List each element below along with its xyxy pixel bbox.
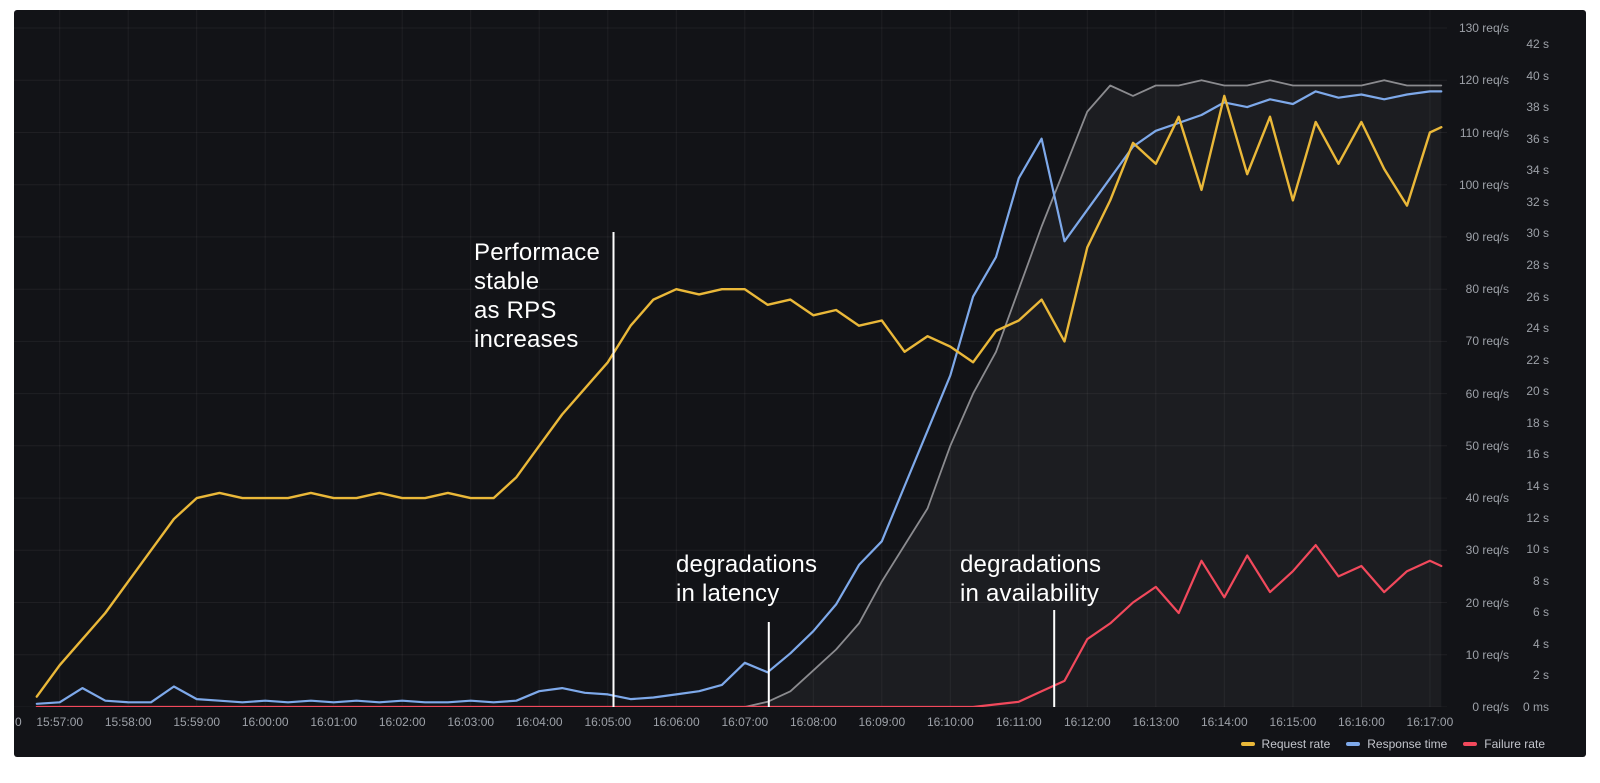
x-axis-tick-label: 16:04:00 bbox=[515, 715, 563, 729]
y-axis-seconds-tick-label: 24 s bbox=[1526, 321, 1549, 336]
y-axis-reqps-tick-label: 60 req/s bbox=[1465, 386, 1509, 401]
y-axis-reqps-tick-label: 80 req/s bbox=[1465, 282, 1509, 297]
x-axis-tick-label: 16:12:00 bbox=[1063, 715, 1111, 729]
y-axis-seconds-tick-label: 2 s bbox=[1532, 668, 1549, 683]
y-axis-seconds-tick-label: 36 s bbox=[1526, 131, 1549, 146]
y-axis-reqps-tick-label: 120 req/s bbox=[1458, 73, 1509, 88]
x-axis-tick-label: 16:10:00 bbox=[926, 715, 974, 729]
series-line-unlabeled-gray-area bbox=[35, 79, 1443, 707]
y-axis-seconds-tick-label: 16 s bbox=[1526, 447, 1549, 462]
y-axis-seconds-tick-label: 20 s bbox=[1526, 384, 1549, 399]
x-axis-tick-label: 16:08:00 bbox=[789, 715, 837, 729]
annotation-text-1: Performace stable as RPS increases bbox=[474, 238, 600, 354]
x-axis-tick-label: 15:58:00 bbox=[104, 715, 152, 729]
annotation-text-2: degradations in latency bbox=[676, 550, 817, 608]
x-axis-tick-label: 16:01:00 bbox=[310, 715, 358, 729]
x-axis-tick-label: 16:17:00 bbox=[1406, 715, 1454, 729]
x-axis-tick-label: 16:06:00 bbox=[652, 715, 700, 729]
y-axis-reqps-tick-label: 110 req/s bbox=[1459, 125, 1509, 140]
annotation-text-3: degradations in availability bbox=[960, 550, 1101, 608]
annotation-text-line: as RPS bbox=[474, 297, 557, 324]
legend-label-response-time: Response time bbox=[1367, 737, 1448, 751]
x-axis-tick-label: 16:16:00 bbox=[1338, 715, 1385, 729]
legend-item-request-rate[interactable]: Request rate bbox=[1240, 737, 1331, 751]
y-axis-seconds-tick-label: 14 s bbox=[1526, 479, 1549, 493]
y-axis-seconds-tick-label: 22 s bbox=[1526, 352, 1549, 367]
legend-label-request-rate: Request rate bbox=[1261, 737, 1331, 751]
y-axis-seconds-tick-label: 30 s bbox=[1526, 226, 1549, 241]
y-axis-seconds-tick-label: 4 s bbox=[1532, 636, 1549, 651]
x-axis-tick-label: 15:57:00 bbox=[36, 715, 84, 729]
annotation-text-line: degradations bbox=[960, 551, 1102, 578]
annotation-text-line: Performace bbox=[474, 239, 601, 266]
y-axis-reqps-tick-label: 10 req/s bbox=[1465, 647, 1509, 662]
x-axis-tick-label: 16:00:00 bbox=[241, 715, 289, 729]
y-axis-seconds-tick-label: 0 ms bbox=[1522, 700, 1549, 714]
chart-panel: Performace stable as RPS increases degradati… bbox=[14, 10, 1586, 757]
legend-item-failure-rate[interactable]: Failure rate bbox=[1463, 737, 1545, 751]
series-line-response-time bbox=[35, 90, 1443, 705]
y-axis-reqps-tick-label: 100 req/s bbox=[1458, 177, 1509, 192]
y-axis-seconds-tick-label: 34 s bbox=[1526, 163, 1549, 178]
annotation-text-line: in availability bbox=[960, 580, 1100, 607]
legend-item-response-time[interactable]: Response time bbox=[1346, 737, 1447, 751]
y-axis-seconds-tick-label: 8 s bbox=[1532, 573, 1549, 588]
chart-canvas[interactable] bbox=[14, 10, 1447, 707]
annotation-text-line: degradations bbox=[676, 551, 818, 578]
y-axis-reqps-tick-label: 30 req/s bbox=[1465, 543, 1509, 558]
plot-area[interactable]: Performace stable as RPS increases degradati… bbox=[14, 10, 1447, 707]
y-axis-seconds-tick-label: 42 s bbox=[1526, 37, 1549, 51]
legend: Request rate Response time Failure rate bbox=[1240, 737, 1545, 751]
x-axis-tick-label: 16:14:00 bbox=[1200, 715, 1248, 729]
x-axis-tick-label: 16:15:00 bbox=[1269, 715, 1317, 729]
y-axis-seconds-tick-label: 12 s bbox=[1526, 510, 1549, 525]
x-axis-tick-label: 16:13:00 bbox=[1132, 715, 1180, 729]
y-axis-reqps-tick-label: 50 req/s bbox=[1465, 438, 1509, 453]
request-rate-line-icon bbox=[1240, 742, 1255, 746]
x-axis-tick-label: 16:07:00 bbox=[721, 715, 769, 729]
y-axis-reqps-tick-label: 20 req/s bbox=[1465, 595, 1509, 610]
y-axis-seconds-tick-label: 18 s bbox=[1526, 415, 1549, 430]
y-axis-seconds-tick-label: 28 s bbox=[1526, 258, 1549, 272]
y-axis-seconds-tick-label: 40 s bbox=[1526, 68, 1549, 83]
y-axis-reqps-tick-label: 40 req/s bbox=[1465, 491, 1509, 506]
x-axis-tick-label: 16:09:00 bbox=[858, 715, 906, 729]
y-axis-seconds-tick-label: 38 s bbox=[1526, 100, 1549, 115]
y-axis-reqps-tick-label: 70 req/s bbox=[1465, 334, 1509, 349]
x-axis-tick-label: 15:59:00 bbox=[173, 715, 221, 729]
y-axis-seconds-tick-label: 10 s bbox=[1526, 542, 1549, 557]
y-axis-seconds-tick-label: 26 s bbox=[1526, 289, 1549, 304]
x-axis-tick-label: 16:11:00 bbox=[995, 715, 1042, 729]
y-axis-seconds-tick-label: 6 s bbox=[1532, 605, 1549, 620]
y-axis-seconds-tick-label: 32 s bbox=[1526, 194, 1549, 209]
legend-label-failure-rate: Failure rate bbox=[1484, 737, 1545, 751]
y-axis-reqps-tick-label: 0 req/s bbox=[1472, 700, 1509, 714]
y-axis-reqps-tick-label: 90 req/s bbox=[1465, 229, 1509, 244]
x-axis-tick-label-clipped: 0 bbox=[15, 715, 22, 729]
series-line-failure-rate bbox=[35, 543, 1443, 707]
annotation-text-line: increases bbox=[474, 326, 579, 353]
y-axis-reqps-tick-label: 130 req/s bbox=[1458, 21, 1509, 35]
series-area-unlabeled-gray-area bbox=[36, 80, 1442, 707]
x-axis-tick-label: 16:05:00 bbox=[584, 715, 632, 729]
response-time-line-icon bbox=[1346, 742, 1361, 746]
annotation-text-line: in latency bbox=[676, 580, 780, 607]
failure-rate-line-icon bbox=[1463, 742, 1478, 746]
x-axis-tick-label: 16:03:00 bbox=[447, 715, 495, 729]
x-axis-tick-label: 16:02:00 bbox=[378, 715, 426, 729]
series-line-request-rate bbox=[35, 94, 1443, 698]
annotation-text-line: stable bbox=[474, 268, 540, 295]
